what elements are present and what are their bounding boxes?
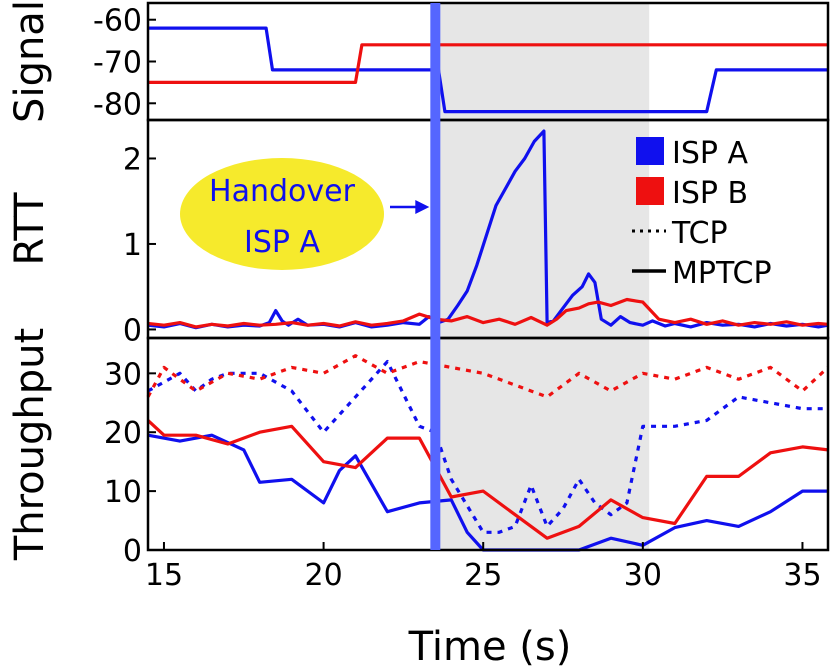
series-sig-a xyxy=(148,26,828,114)
legend-entry: ISP B xyxy=(636,176,748,211)
panel-frame xyxy=(146,336,830,552)
ytick-label: 0 xyxy=(123,534,142,569)
panel-signal: -60 -70 -80 Signal xyxy=(7,0,830,123)
series-tp-a-mptcp xyxy=(147,433,828,552)
legend-entry: MPTCP xyxy=(632,256,772,291)
legend-entry: ISP A xyxy=(636,136,749,171)
ytick-label: -60 xyxy=(93,4,142,39)
ytick-label: -80 xyxy=(93,87,142,122)
annotation-line-1: Handover xyxy=(209,174,356,209)
ytick-label: 10 xyxy=(104,475,142,510)
ylabel-rtt: RTT xyxy=(7,192,53,266)
annotation-arrow-head xyxy=(415,200,430,214)
legend-entry: TCP xyxy=(632,216,728,251)
xtick-label: 15 xyxy=(145,558,183,593)
legend-label: ISP B xyxy=(672,176,748,211)
ylabel-throughput: Throughput xyxy=(7,328,53,561)
ytick-label: 0 xyxy=(123,313,142,348)
legend-swatch xyxy=(636,137,664,165)
ytick-label: 30 xyxy=(104,357,142,392)
annotation-line-2: ISP A xyxy=(244,225,321,260)
xtick-label: 20 xyxy=(304,558,342,593)
ytick-label: 2 xyxy=(123,142,142,177)
series-tp-a-tcp xyxy=(147,360,828,534)
handover-line xyxy=(430,3,441,550)
ytick-label: 20 xyxy=(104,416,142,451)
series-sig-b xyxy=(148,43,828,84)
series-tp-b-mptcp xyxy=(146,419,829,540)
xtick-label: 30 xyxy=(624,558,662,593)
shaded-region xyxy=(435,3,650,550)
legend-label: TCP xyxy=(671,216,728,251)
ytick-label: -70 xyxy=(93,46,142,81)
xtick-label: 25 xyxy=(464,558,502,593)
xtick-label: 35 xyxy=(783,558,821,593)
panel-throughput: 0 10 20 30 Throughput xyxy=(7,328,830,569)
ytick-label: 1 xyxy=(123,228,142,263)
legend-label: MPTCP xyxy=(672,256,772,291)
legend-label: ISP A xyxy=(672,136,749,171)
xlabel: Time (s) xyxy=(408,624,572,668)
series-tp-b-tcp xyxy=(146,354,830,399)
annotation-bubble xyxy=(180,158,384,270)
legend-swatch xyxy=(636,177,664,205)
series-rtt-a xyxy=(147,129,829,330)
series-rtt-b xyxy=(147,297,829,329)
ylabel-signal: Signal xyxy=(7,0,53,123)
